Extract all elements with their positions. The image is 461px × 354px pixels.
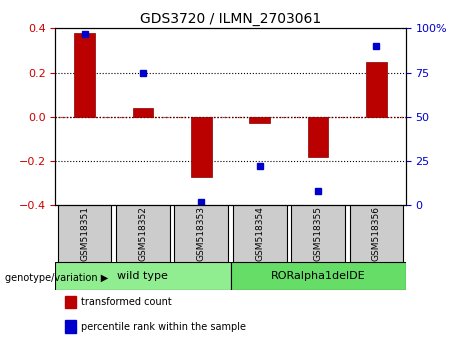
Bar	[291, 205, 345, 262]
Bar	[230, 262, 406, 290]
Text: wild type: wild type	[118, 271, 168, 281]
Text: percentile rank within the sample: percentile rank within the sample	[81, 322, 246, 332]
Bar	[133, 108, 153, 117]
Bar	[366, 62, 387, 117]
Text: genotype/variation ▶: genotype/variation ▶	[5, 273, 108, 283]
Text: GSM518351: GSM518351	[80, 206, 89, 261]
Text: GSM518356: GSM518356	[372, 206, 381, 261]
Text: GSM518353: GSM518353	[197, 206, 206, 261]
Text: RORalpha1delDE: RORalpha1delDE	[271, 271, 366, 281]
Bar	[349, 205, 403, 262]
Bar	[308, 117, 328, 156]
Bar	[55, 262, 230, 290]
Bar	[249, 117, 270, 124]
Bar	[233, 205, 287, 262]
Bar	[174, 205, 228, 262]
Text: GSM518354: GSM518354	[255, 206, 264, 261]
Text: transformed count: transformed count	[81, 297, 171, 307]
Text: GSM518355: GSM518355	[313, 206, 323, 261]
Bar	[191, 117, 212, 177]
Bar	[116, 205, 170, 262]
Title: GDS3720 / ILMN_2703061: GDS3720 / ILMN_2703061	[140, 12, 321, 26]
Bar	[74, 33, 95, 117]
Text: GSM518352: GSM518352	[138, 206, 148, 261]
Bar	[58, 205, 112, 262]
